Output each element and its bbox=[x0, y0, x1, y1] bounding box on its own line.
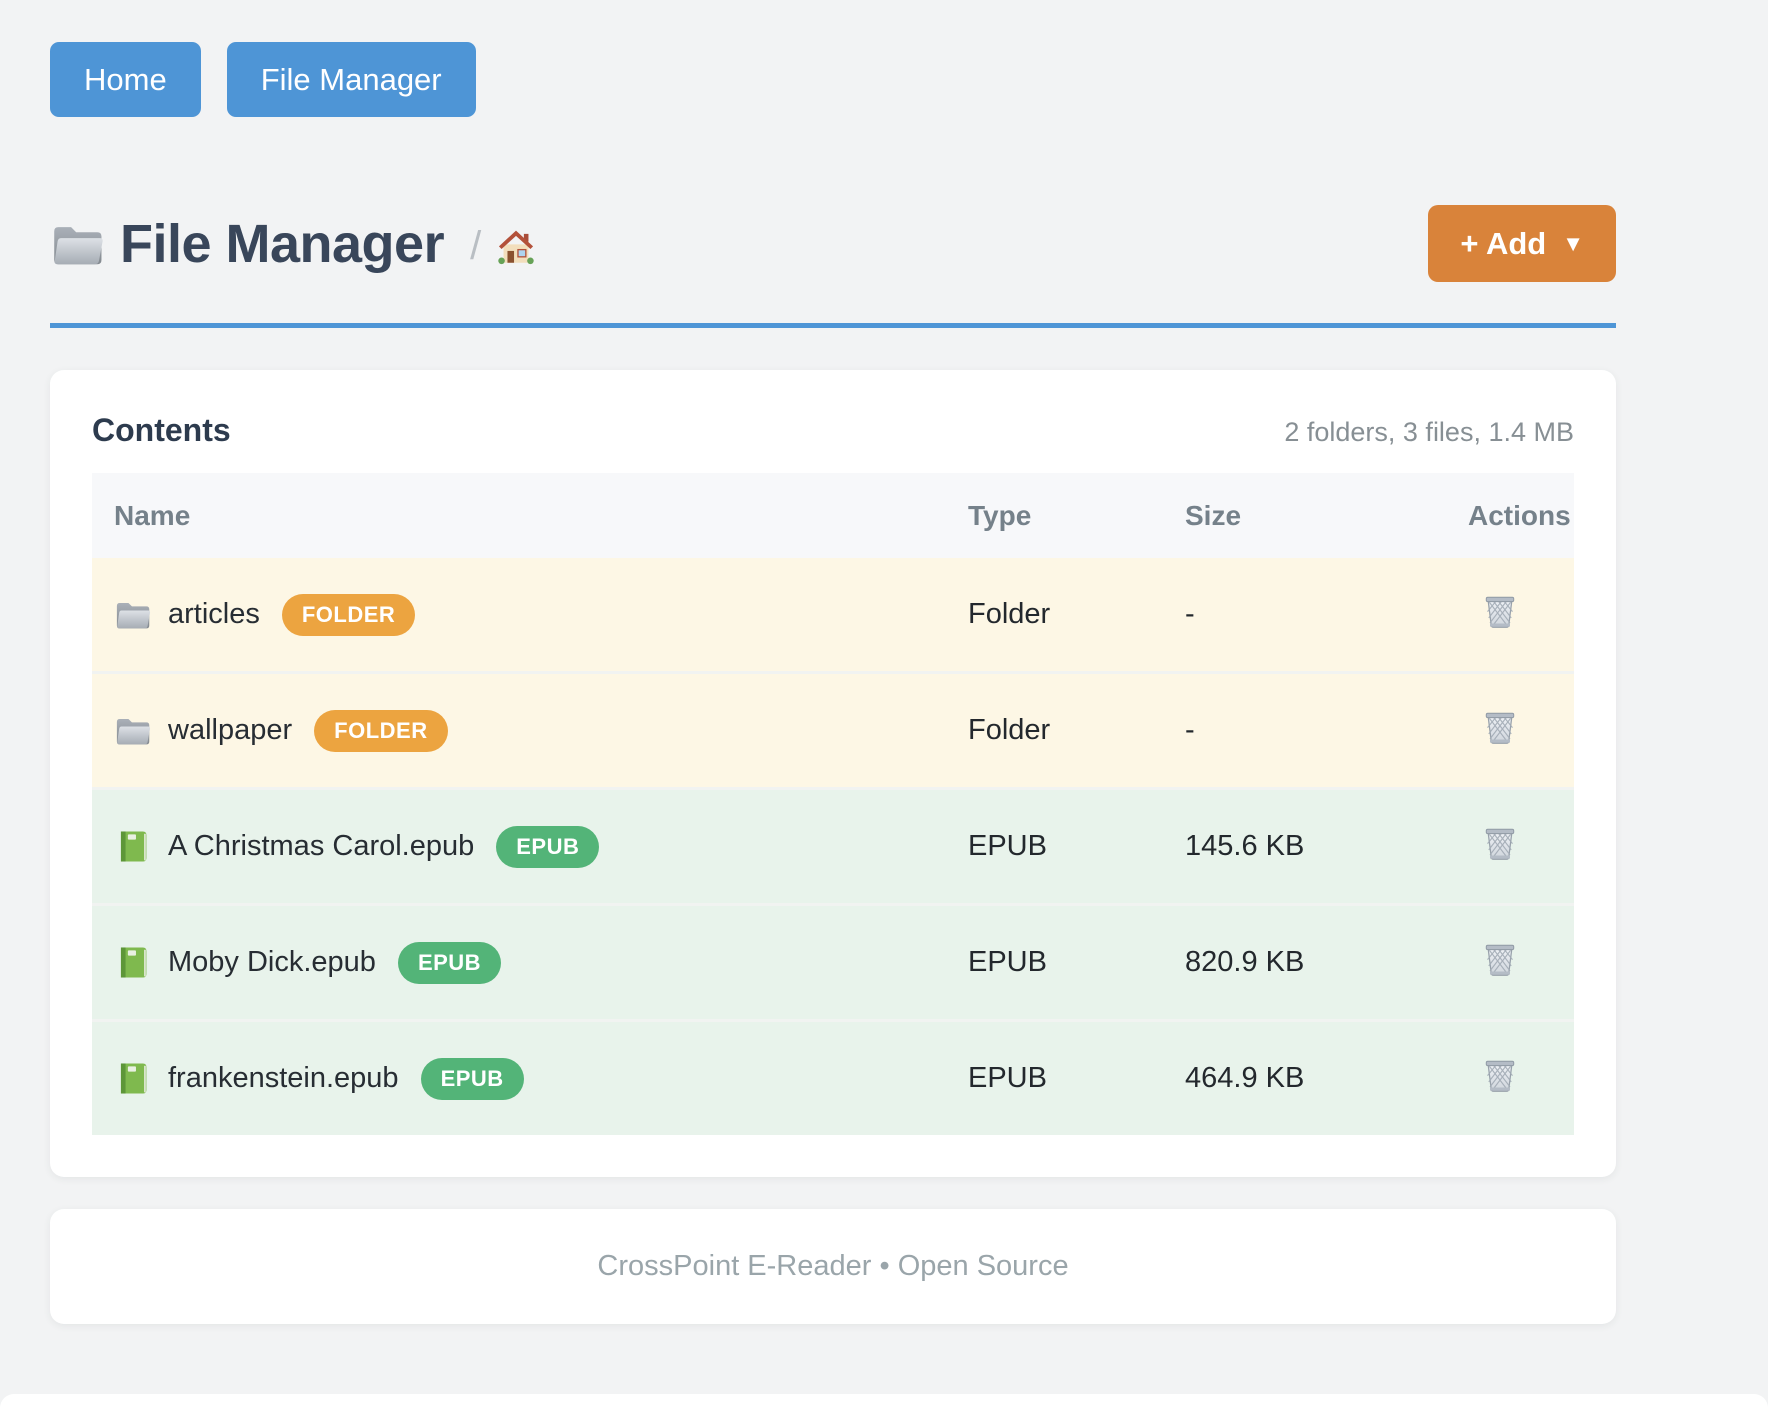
file-name[interactable]: articles bbox=[168, 598, 260, 630]
folder-badge: FOLDER bbox=[281, 593, 416, 636]
folder-icon bbox=[114, 712, 151, 749]
epub-badge: EPUB bbox=[420, 1057, 524, 1100]
column-header-name: Name bbox=[92, 473, 946, 558]
file-manager-nav-button[interactable]: File Manager bbox=[226, 42, 476, 117]
file-type: EPUB bbox=[946, 788, 1163, 905]
breadcrumb-separator: / bbox=[470, 224, 482, 268]
file-name[interactable]: wallpaper bbox=[168, 714, 293, 746]
delete-button[interactable] bbox=[1480, 939, 1520, 982]
table-header-row: Name Type Size Actions bbox=[92, 473, 1574, 558]
file-size: 820.9 KB bbox=[1163, 904, 1446, 1021]
footer-text: CrossPoint E-Reader • Open Source bbox=[597, 1250, 1069, 1282]
table-row[interactable]: A Christmas Carol.epub EPUB EPUB 145.6 K… bbox=[92, 788, 1574, 905]
trash-icon bbox=[1480, 707, 1520, 747]
file-name[interactable]: A Christmas Carol.epub bbox=[168, 830, 475, 862]
add-button-label: + Add bbox=[1460, 225, 1547, 261]
title-wrap: File Manager / bbox=[50, 213, 537, 275]
home-nav-button[interactable]: Home bbox=[50, 42, 201, 117]
delete-button[interactable] bbox=[1480, 1055, 1520, 1098]
breadcrumb-home-link[interactable] bbox=[495, 226, 537, 271]
trash-icon bbox=[1480, 823, 1520, 863]
file-size: 145.6 KB bbox=[1163, 788, 1446, 905]
contents-card-header: Contents 2 folders, 3 files, 1.4 MB bbox=[92, 412, 1574, 449]
contents-summary: 2 folders, 3 files, 1.4 MB bbox=[1284, 417, 1574, 447]
trash-icon bbox=[1480, 1055, 1520, 1095]
file-size: - bbox=[1163, 672, 1446, 789]
column-header-actions: Actions bbox=[1446, 473, 1574, 558]
table-row[interactable]: wallpaper FOLDER Folder - bbox=[92, 672, 1574, 789]
add-button[interactable]: + Add ▼ bbox=[1428, 205, 1616, 282]
epub-badge: EPUB bbox=[496, 825, 600, 868]
book-icon bbox=[114, 1060, 151, 1097]
file-size: - bbox=[1163, 558, 1446, 673]
file-type: EPUB bbox=[946, 1020, 1163, 1135]
top-nav: Home File Manager bbox=[50, 42, 1616, 117]
page-title: File Manager bbox=[120, 213, 445, 274]
footer-card: CrossPoint E-Reader • Open Source bbox=[50, 1209, 1616, 1324]
file-name[interactable]: frankenstein.epub bbox=[168, 1062, 399, 1094]
file-manager-page: Home File Manager File Manager / + Add ▼… bbox=[0, 42, 1768, 1324]
delete-button[interactable] bbox=[1480, 823, 1520, 866]
file-type: Folder bbox=[946, 672, 1163, 789]
file-type: EPUB bbox=[946, 904, 1163, 1021]
home-icon bbox=[495, 226, 537, 268]
book-icon bbox=[114, 828, 151, 865]
page-header: File Manager / + Add ▼ bbox=[50, 205, 1616, 282]
delete-button[interactable] bbox=[1480, 707, 1520, 750]
table-row[interactable]: frankenstein.epub EPUB EPUB 464.9 KB bbox=[92, 1020, 1574, 1135]
contents-title: Contents bbox=[92, 412, 231, 448]
delete-button[interactable] bbox=[1480, 591, 1520, 634]
trash-icon bbox=[1480, 591, 1520, 631]
column-header-size: Size bbox=[1163, 473, 1446, 558]
column-header-type: Type bbox=[946, 473, 1163, 558]
file-size: 464.9 KB bbox=[1163, 1020, 1446, 1135]
contents-card: Contents 2 folders, 3 files, 1.4 MB Name… bbox=[50, 370, 1616, 1177]
folder-badge: FOLDER bbox=[314, 709, 448, 752]
table-row[interactable]: articles FOLDER Folder - bbox=[92, 558, 1574, 673]
table-row[interactable]: Moby Dick.epub EPUB EPUB 820.9 KB bbox=[92, 904, 1574, 1021]
title-divider bbox=[50, 323, 1616, 328]
folder-icon bbox=[50, 217, 104, 271]
file-name[interactable]: Moby Dick.epub bbox=[168, 946, 376, 978]
epub-badge: EPUB bbox=[397, 941, 502, 984]
folder-icon bbox=[114, 596, 151, 633]
caret-down-icon: ▼ bbox=[1562, 230, 1584, 256]
partial-bottom-card bbox=[0, 1394, 1768, 1422]
trash-icon bbox=[1480, 939, 1520, 979]
file-table: Name Type Size Actions articles FOLDER F… bbox=[92, 473, 1574, 1135]
file-type: Folder bbox=[946, 558, 1163, 673]
book-icon bbox=[114, 944, 151, 981]
